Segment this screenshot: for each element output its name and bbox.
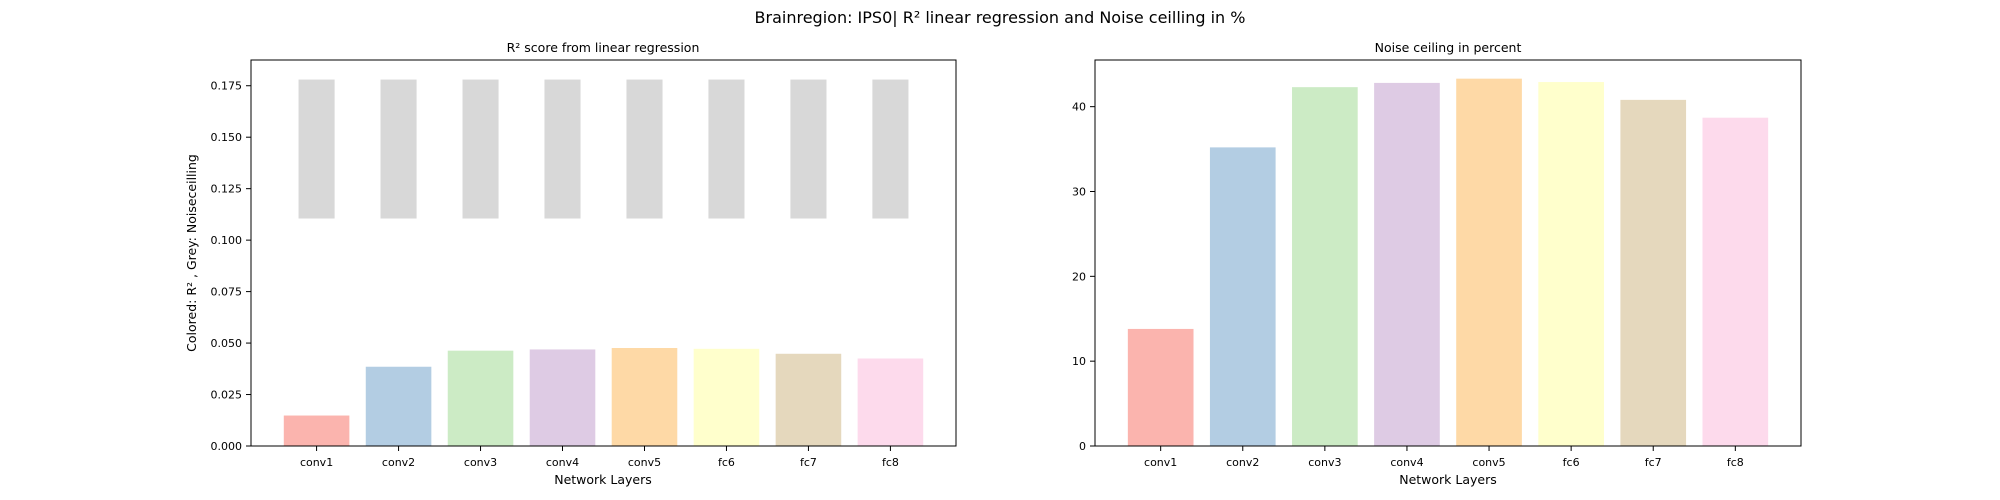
nc-y-tick-label: 40 <box>1072 101 1086 114</box>
r2-x-tick-label-conv3: conv3 <box>464 456 497 469</box>
r2-y-tick-label: 0.175 <box>211 80 243 93</box>
r2-y-tick-label: 0.050 <box>211 337 243 350</box>
r2-x-tick-label-fc7: fc7 <box>800 456 817 469</box>
nc-y-tick-label: 0 <box>1079 440 1086 453</box>
r2-y-axis: 0.000 0.025 0.050 0.075 0.100 0.125 0.150 0.175 <box>211 80 251 453</box>
r2-y-tick-label: 0.025 <box>211 389 243 402</box>
noise-ceiling-percent-bars <box>1127 78 1769 447</box>
r2-chart-title: R² score from linear regression <box>507 40 700 55</box>
figure-suptitle: Brainregion: IPS0| R² linear regression … <box>755 8 1246 27</box>
r2-x-tick-label-conv5: conv5 <box>628 456 661 469</box>
r2-bar-fc8 <box>857 358 924 446</box>
nc-bar-conv1 <box>1127 328 1194 446</box>
nc-x-tick-label-fc8: fc8 <box>1727 456 1744 469</box>
r2-bar-conv4 <box>529 349 596 446</box>
r2-noise-bar-fc6 <box>708 79 745 219</box>
nc-y-tick-label: 20 <box>1072 270 1086 283</box>
r2-noise-bar-conv1 <box>298 79 335 219</box>
r2-x-tick-label-fc6: fc6 <box>718 456 735 469</box>
nc-y-tick-label: 10 <box>1072 355 1086 368</box>
nc-x-tick-label-conv4: conv4 <box>1390 456 1423 469</box>
r2-x-tick-label-fc8: fc8 <box>882 456 899 469</box>
r2-noise-bar-conv4 <box>544 79 581 219</box>
r2-noise-bar-conv5 <box>626 79 663 219</box>
noise-ceiling-bars <box>298 79 909 219</box>
r2-x-axis: conv1 conv2 conv3 conv4 conv5 fc6 fc7 fc8 <box>300 446 899 469</box>
r2-bar-fc7 <box>775 353 842 446</box>
r2-x-tick-label-conv4: conv4 <box>546 456 579 469</box>
r2-bar-fc6 <box>693 348 760 446</box>
nc-x-tick-label-fc7: fc7 <box>1645 456 1662 469</box>
nc-bar-fc6 <box>1538 82 1604 447</box>
nc-x-axis: conv1 conv2 conv3 conv4 conv5 fc6 fc7 fc8 <box>1144 446 1744 469</box>
r2-bar-conv3 <box>447 350 514 446</box>
nc-bar-fc7 <box>1620 99 1687 446</box>
r2-x-axis-label: Network Layers <box>554 472 652 487</box>
r2-bar-conv5 <box>611 348 678 446</box>
r2-plot-frame <box>250 59 957 447</box>
nc-x-tick-label-fc6: fc6 <box>1563 456 1580 469</box>
r2-y-tick-label: 0.125 <box>211 183 243 196</box>
r2-noise-bar-fc8 <box>872 79 909 219</box>
r2-x-tick-label-conv1: conv1 <box>300 456 333 469</box>
nc-y-tick-label: 30 <box>1072 185 1086 198</box>
nc-x-axis-label: Network Layers <box>1399 472 1497 487</box>
noise-ceiling-bar-chart: Noise ceiling in percent 0 10 20 30 40 conv1… <box>1072 40 1802 487</box>
r2-y-tick-label: 0.150 <box>211 131 243 144</box>
r2-noise-bar-fc7 <box>790 79 827 219</box>
nc-x-tick-label-conv3: conv3 <box>1308 456 1341 469</box>
r2-bars <box>283 348 924 446</box>
nc-x-tick-label-conv1: conv1 <box>1144 456 1177 469</box>
nc-bar-conv3 <box>1292 87 1358 447</box>
r2-noise-bar-conv3 <box>462 79 499 219</box>
nc-plot-frame <box>1094 59 1802 447</box>
r2-bar-conv2 <box>365 366 432 446</box>
nc-x-tick-label-conv5: conv5 <box>1472 456 1505 469</box>
nc-bar-fc8 <box>1702 117 1769 446</box>
nc-bar-conv4 <box>1374 82 1440 447</box>
nc-chart-title: Noise ceiling in percent <box>1375 40 1522 55</box>
r2-bar-conv1 <box>283 415 350 446</box>
r2-y-tick-label: 0.075 <box>211 286 243 299</box>
r2-y-tick-label: 0.100 <box>211 234 243 247</box>
r2-x-tick-label-conv2: conv2 <box>382 456 415 469</box>
nc-x-tick-label-conv2: conv2 <box>1226 456 1259 469</box>
r2-y-tick-label: 0.000 <box>211 440 243 453</box>
r2-bar-chart: R² score from linear regression 0.0000.0… <box>184 40 957 487</box>
nc-bar-conv5 <box>1456 78 1522 447</box>
r2-y-axis-label: Colored: R² , Grey: Noiseceilling <box>184 154 199 352</box>
nc-bar-conv2 <box>1209 147 1276 446</box>
nc-y-axis: 0 10 20 30 40 <box>1072 101 1095 453</box>
r2-noise-bar-conv2 <box>380 79 417 219</box>
